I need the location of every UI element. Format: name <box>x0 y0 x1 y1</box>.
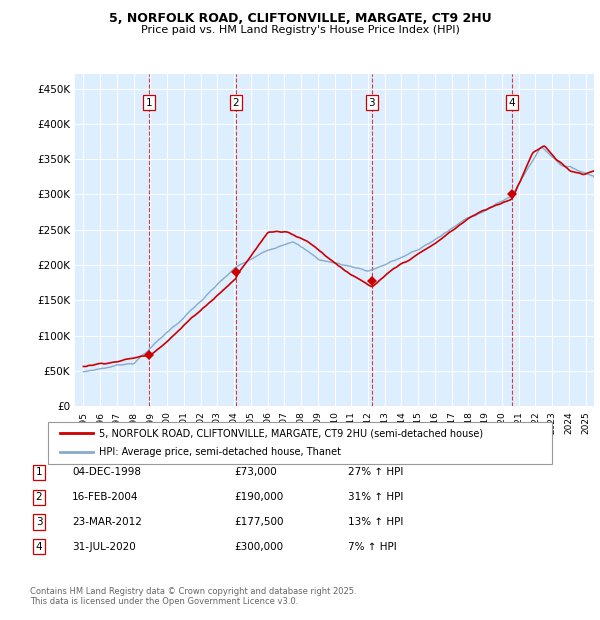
Text: 3: 3 <box>35 517 43 527</box>
Text: 23-MAR-2012: 23-MAR-2012 <box>72 517 142 527</box>
Text: 31-JUL-2020: 31-JUL-2020 <box>72 542 136 552</box>
Text: £300,000: £300,000 <box>234 542 283 552</box>
Text: 5, NORFOLK ROAD, CLIFTONVILLE, MARGATE, CT9 2HU (semi-detached house): 5, NORFOLK ROAD, CLIFTONVILLE, MARGATE, … <box>99 428 483 438</box>
Text: 4: 4 <box>35 542 43 552</box>
Text: 2: 2 <box>35 492 43 502</box>
Text: 1: 1 <box>146 97 152 108</box>
Text: 5, NORFOLK ROAD, CLIFTONVILLE, MARGATE, CT9 2HU: 5, NORFOLK ROAD, CLIFTONVILLE, MARGATE, … <box>109 12 491 25</box>
Text: Contains HM Land Registry data © Crown copyright and database right 2025.
This d: Contains HM Land Registry data © Crown c… <box>30 587 356 606</box>
Text: 4: 4 <box>508 97 515 108</box>
Text: HPI: Average price, semi-detached house, Thanet: HPI: Average price, semi-detached house,… <box>99 447 341 457</box>
Text: 2: 2 <box>233 97 239 108</box>
Text: 16-FEB-2004: 16-FEB-2004 <box>72 492 139 502</box>
Text: 27% ↑ HPI: 27% ↑ HPI <box>348 467 403 477</box>
Text: 13% ↑ HPI: 13% ↑ HPI <box>348 517 403 527</box>
Text: £73,000: £73,000 <box>234 467 277 477</box>
Text: 31% ↑ HPI: 31% ↑ HPI <box>348 492 403 502</box>
Text: £177,500: £177,500 <box>234 517 284 527</box>
Text: 1: 1 <box>35 467 43 477</box>
Text: 3: 3 <box>368 97 375 108</box>
Text: 04-DEC-1998: 04-DEC-1998 <box>72 467 141 477</box>
Text: Price paid vs. HM Land Registry's House Price Index (HPI): Price paid vs. HM Land Registry's House … <box>140 25 460 35</box>
Text: 7% ↑ HPI: 7% ↑ HPI <box>348 542 397 552</box>
Text: £190,000: £190,000 <box>234 492 283 502</box>
